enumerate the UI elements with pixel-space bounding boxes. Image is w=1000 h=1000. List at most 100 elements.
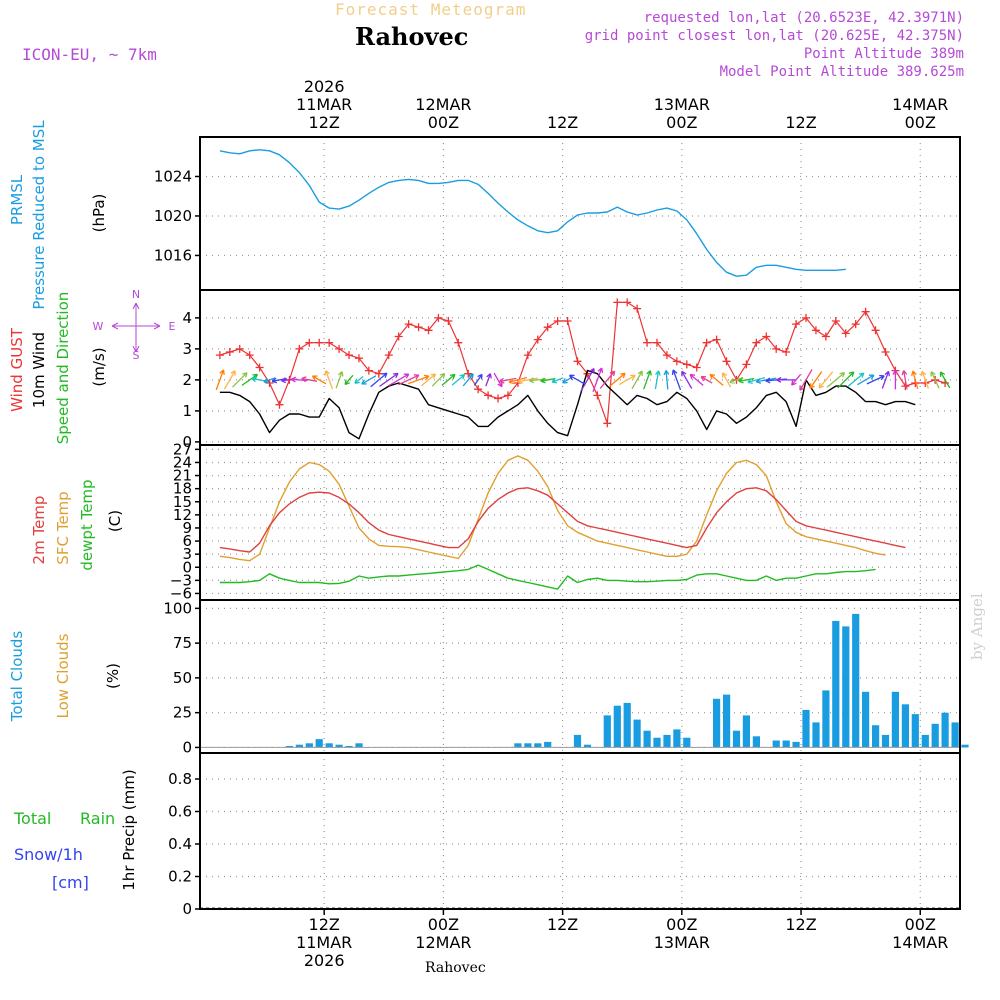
wind-direction-arrow: [709, 373, 724, 386]
total-cloud-bar: [802, 709, 810, 748]
top-time-label: 12MAR: [415, 95, 471, 114]
total-cloud-bar: [673, 729, 681, 748]
total-cloud-bar: [335, 744, 343, 748]
total-cloud-bar: [931, 723, 939, 748]
total-cloud-bar: [603, 715, 611, 748]
total-cloud-bar: [822, 690, 830, 748]
pressure-line: [219, 149, 846, 277]
gust-marker: [315, 338, 324, 347]
wind-direction-arrow: [335, 371, 344, 389]
top-time-label: 13MAR: [654, 95, 710, 114]
compass-w: W: [93, 320, 104, 333]
gust-marker: [335, 344, 344, 353]
total-cloud-bar: [295, 744, 303, 748]
model-altitude: Model Point Altitude 389.625m: [719, 64, 964, 80]
gust-marker: [354, 354, 363, 363]
gust-marker: [384, 351, 393, 360]
total-cloud-bar: [961, 744, 969, 748]
top-time-label: 12Z: [785, 113, 816, 132]
wind-direction-arrow: [388, 373, 410, 387]
gust-marker: [474, 385, 483, 394]
total-cloud-bar: [891, 691, 899, 748]
precip-unit: 1hr Precip (mm): [120, 769, 138, 890]
gust-marker: [652, 338, 661, 347]
total-cloud-bar: [663, 734, 671, 748]
gridpoint-coords: grid point closest lon,lat (20.625E, 42.…: [584, 28, 964, 44]
wind-direction-arrow: [451, 374, 466, 386]
wind-direction-arrow: [354, 375, 364, 384]
wind-direction-arrow: [911, 370, 919, 389]
wind-direction-arrow: [361, 375, 377, 385]
gust-marker: [672, 357, 681, 366]
gust-marker: [404, 320, 413, 329]
pressure-label-1: PRMSL: [8, 174, 26, 225]
y-tick-label: 1024: [154, 167, 192, 185]
compass-s: S: [133, 349, 140, 362]
wind-direction-arrow: [462, 373, 474, 387]
total-clouds-label: Total Clouds: [8, 631, 26, 723]
wind-direction-arrow: [370, 372, 388, 388]
chart-subtitle: Forecast Meteogram: [335, 0, 527, 19]
total-cloud-bar: [881, 734, 890, 748]
wind-direction-arrow: [580, 368, 595, 392]
gust-marker: [553, 317, 562, 325]
gust-marker: [792, 320, 801, 329]
gust-marker: [633, 304, 642, 313]
total-cloud-bar: [951, 722, 959, 748]
y-tick-label: −3: [170, 571, 192, 589]
total-cloud-bar: [862, 691, 870, 748]
y-tick-label: 0.6: [168, 803, 192, 821]
total-cloud-bar: [623, 702, 631, 748]
wind-direction-arrow: [379, 372, 399, 387]
y-tick-label: 15: [173, 493, 192, 511]
y-tick-label: 100: [163, 599, 192, 617]
temp-unit: (C): [106, 510, 124, 532]
total-cloud-bar: [941, 712, 949, 748]
wind-direction-arrow: [408, 374, 430, 385]
precip-snow-label: Snow/1h: [14, 845, 83, 864]
total-cloud-bar: [514, 743, 522, 748]
location-title: Rahovec: [355, 22, 469, 51]
total-cloud-bar: [345, 746, 353, 748]
wind-direction-arrow: [776, 376, 796, 383]
wind-direction-arrow: [431, 372, 446, 387]
gust-marker: [752, 338, 761, 347]
y-tick-label: 24: [173, 453, 192, 471]
wind-direction-arrow: [663, 370, 670, 390]
wind-direction-arrow: [631, 370, 643, 390]
y-tick-label: 50: [173, 669, 192, 687]
wind-direction-arrow: [592, 367, 604, 393]
y-tick-label: 18: [173, 480, 192, 498]
gust-marker: [841, 329, 850, 338]
gust-marker: [305, 338, 314, 347]
gust-marker: [394, 332, 403, 341]
total-cloud-bar: [872, 725, 880, 748]
wind-direction-arrow: [892, 369, 899, 390]
wind-direction-arrow: [517, 377, 539, 384]
wind-direction-arrow: [837, 371, 855, 389]
bottom-time-label: 11MAR: [296, 933, 352, 952]
wind-direction-arrow: [700, 376, 713, 384]
bottom-time-label: 14MAR: [892, 933, 948, 952]
total-cloud-bar: [723, 694, 731, 748]
sfc-temp-line: [219, 455, 886, 562]
gust-marker: [444, 317, 453, 325]
total-cloud-bar: [315, 739, 323, 748]
bottom-time-label: 00Z: [428, 915, 459, 934]
gust-marker: [603, 419, 612, 428]
wind-10m-label: 10m Wind: [30, 332, 48, 408]
wind-direction-arrow: [689, 373, 704, 386]
y-tick-label: 0: [182, 738, 192, 756]
total-cloud-bar: [613, 705, 621, 748]
requested-coords: requested lon,lat (20.6523E, 42.3971N): [643, 10, 964, 26]
wind-direction-arrow: [311, 375, 327, 385]
wind-direction-arrow: [473, 373, 483, 386]
y-tick-label: 1: [182, 402, 192, 420]
wind-direction-arrow: [901, 370, 908, 390]
total-cloud-bar: [713, 698, 721, 748]
total-cloud-bar: [921, 734, 929, 748]
gust-marker: [851, 320, 860, 329]
wind-gust-label: Wind GUST: [8, 327, 26, 412]
wind-direction-arrow: [441, 373, 456, 386]
